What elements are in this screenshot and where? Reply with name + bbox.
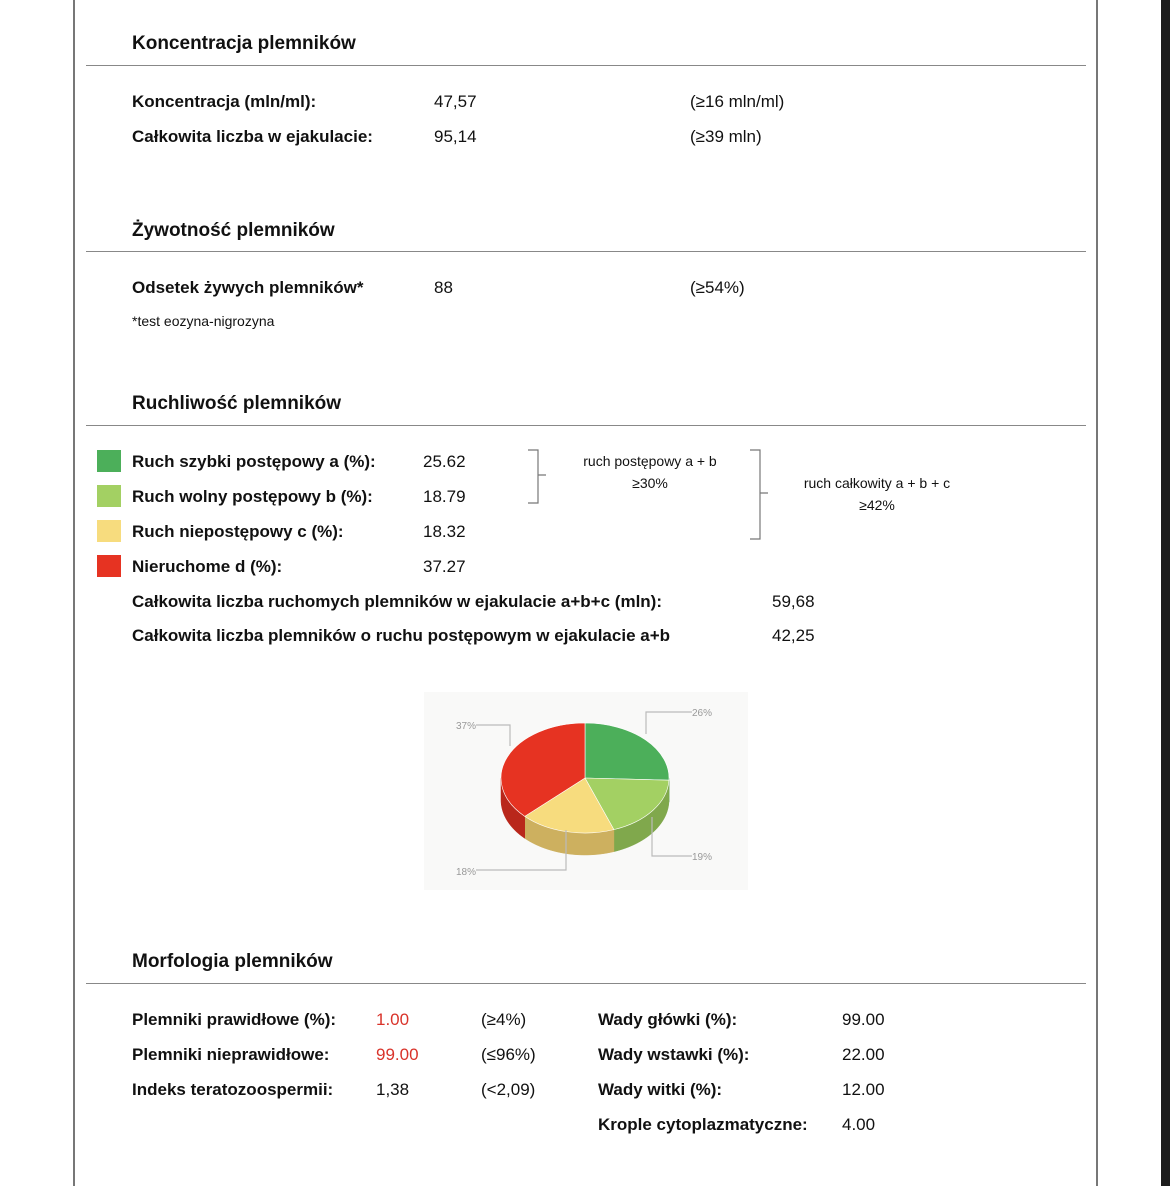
total-count-norm: (≥39 mln)	[690, 127, 762, 146]
pie-leader-line-c	[476, 830, 567, 871]
legend-swatch-d	[97, 555, 121, 577]
bracket-progressive	[528, 449, 546, 504]
pie-label-b: 19%	[692, 852, 712, 863]
divider	[86, 983, 1086, 984]
midpiece-defects-value: 22.00	[842, 1045, 885, 1064]
section-title-morphology: Morfologia plemników	[132, 951, 333, 972]
progressive-label-text: ruch postępowy a + b	[583, 453, 717, 469]
motility-d-value: 37.27	[423, 557, 466, 576]
vitality-label: Odsetek żywych plemników*	[132, 278, 364, 297]
vitality-norm: (≥54%)	[690, 278, 745, 297]
motility-b-label: Ruch wolny postępowy b (%):	[132, 487, 373, 506]
head-defects-label: Wady główki (%):	[598, 1010, 738, 1029]
cytoplasmic-droplets-value: 4.00	[842, 1115, 876, 1134]
abnormal-sperm-norm: (≤96%)	[481, 1045, 536, 1064]
section-title-concentration: Koncentracja plemników	[132, 33, 356, 54]
pie-label-d: 37%	[456, 721, 476, 732]
pie-leader-line-a	[645, 711, 692, 734]
motility-d-label: Nieruchome d (%):	[132, 557, 283, 576]
abnormal-sperm-value: 99.00	[376, 1045, 419, 1064]
normal-sperm-value: 1.00	[376, 1010, 410, 1029]
total-motile-label: Całkowita liczba ruchomych plemników w e…	[132, 592, 662, 611]
motility-a-label: Ruch szybki postępowy a (%):	[132, 452, 376, 471]
bracket-total	[750, 449, 768, 540]
divider	[86, 425, 1086, 426]
concentration-norm: (≥16 mln/ml)	[690, 92, 785, 111]
pie-slice-a	[584, 722, 670, 781]
total-progressive-label: Całkowita liczba plemników o ruchu postę…	[132, 626, 671, 645]
total-motility-norm: ≥42%	[859, 497, 895, 513]
teratozoospermia-index-label: Indeks teratozoospermii:	[132, 1080, 334, 1099]
total-count-value: 95,14	[434, 127, 477, 146]
midpiece-defects-label: Wady wstawki (%):	[598, 1045, 750, 1064]
pie-label-a: 26%	[692, 708, 712, 719]
motility-pie-chart: 26% 19% 18% 37%	[424, 692, 748, 890]
pie-slice-b	[584, 777, 670, 830]
total-motility-label: ruch całkowity a + b + c ≥42%	[782, 472, 972, 516]
motility-c-value: 18.32	[423, 522, 466, 541]
motility-b-value: 18.79	[423, 487, 466, 506]
legend-swatch-c	[97, 520, 121, 542]
motility-c-label: Ruch niepostępowy c (%):	[132, 522, 344, 541]
divider	[86, 65, 1086, 66]
total-motility-label-text: ruch całkowity a + b + c	[803, 475, 951, 491]
pie-leader-line-d	[476, 724, 511, 746]
brackets	[528, 449, 768, 540]
progressive-label: ruch postępowy a + b ≥30%	[565, 450, 735, 494]
viewer-edge	[1161, 0, 1170, 1186]
page-right-border	[1096, 0, 1098, 1186]
vitality-value: 88	[434, 278, 453, 297]
head-defects-value: 99.00	[842, 1010, 885, 1029]
motility-a-value: 25.62	[423, 452, 466, 471]
teratozoospermia-index-norm: (<2,09)	[481, 1080, 536, 1099]
normal-sperm-norm: (≥4%)	[481, 1010, 527, 1029]
abnormal-sperm-label: Plemniki nieprawidłowe:	[132, 1045, 330, 1064]
cytoplasmic-droplets-label: Krople cytoplazmatyczne:	[598, 1115, 808, 1134]
concentration-label: Koncentracja (mln/ml):	[132, 92, 317, 111]
vitality-footnote: *test eozyna-nigrozyna	[132, 313, 275, 329]
divider	[86, 251, 1086, 252]
total-count-label: Całkowita liczba w ejakulacie:	[132, 127, 373, 146]
tail-defects-label: Wady witki (%):	[598, 1080, 723, 1099]
legend-swatch-a	[97, 450, 121, 472]
pie-slice-d	[500, 722, 586, 817]
section-title-motility: Ruchliwość plemników	[132, 393, 342, 414]
page-left-border	[73, 0, 75, 1186]
tail-defects-value: 12.00	[842, 1080, 885, 1099]
section-title-vitality: Żywotność plemników	[132, 220, 335, 241]
pie-label-c: 18%	[456, 867, 476, 878]
legend-swatch-b	[97, 485, 121, 507]
concentration-value: 47,57	[434, 92, 477, 111]
total-motile-value: 59,68	[772, 592, 815, 611]
pie-leader-line-b	[651, 817, 692, 857]
total-progressive-value: 42,25	[772, 626, 815, 645]
progressive-norm: ≥30%	[632, 475, 668, 491]
teratozoospermia-index-value: 1,38	[376, 1080, 410, 1099]
normal-sperm-label: Plemniki prawidłowe (%):	[132, 1010, 337, 1029]
